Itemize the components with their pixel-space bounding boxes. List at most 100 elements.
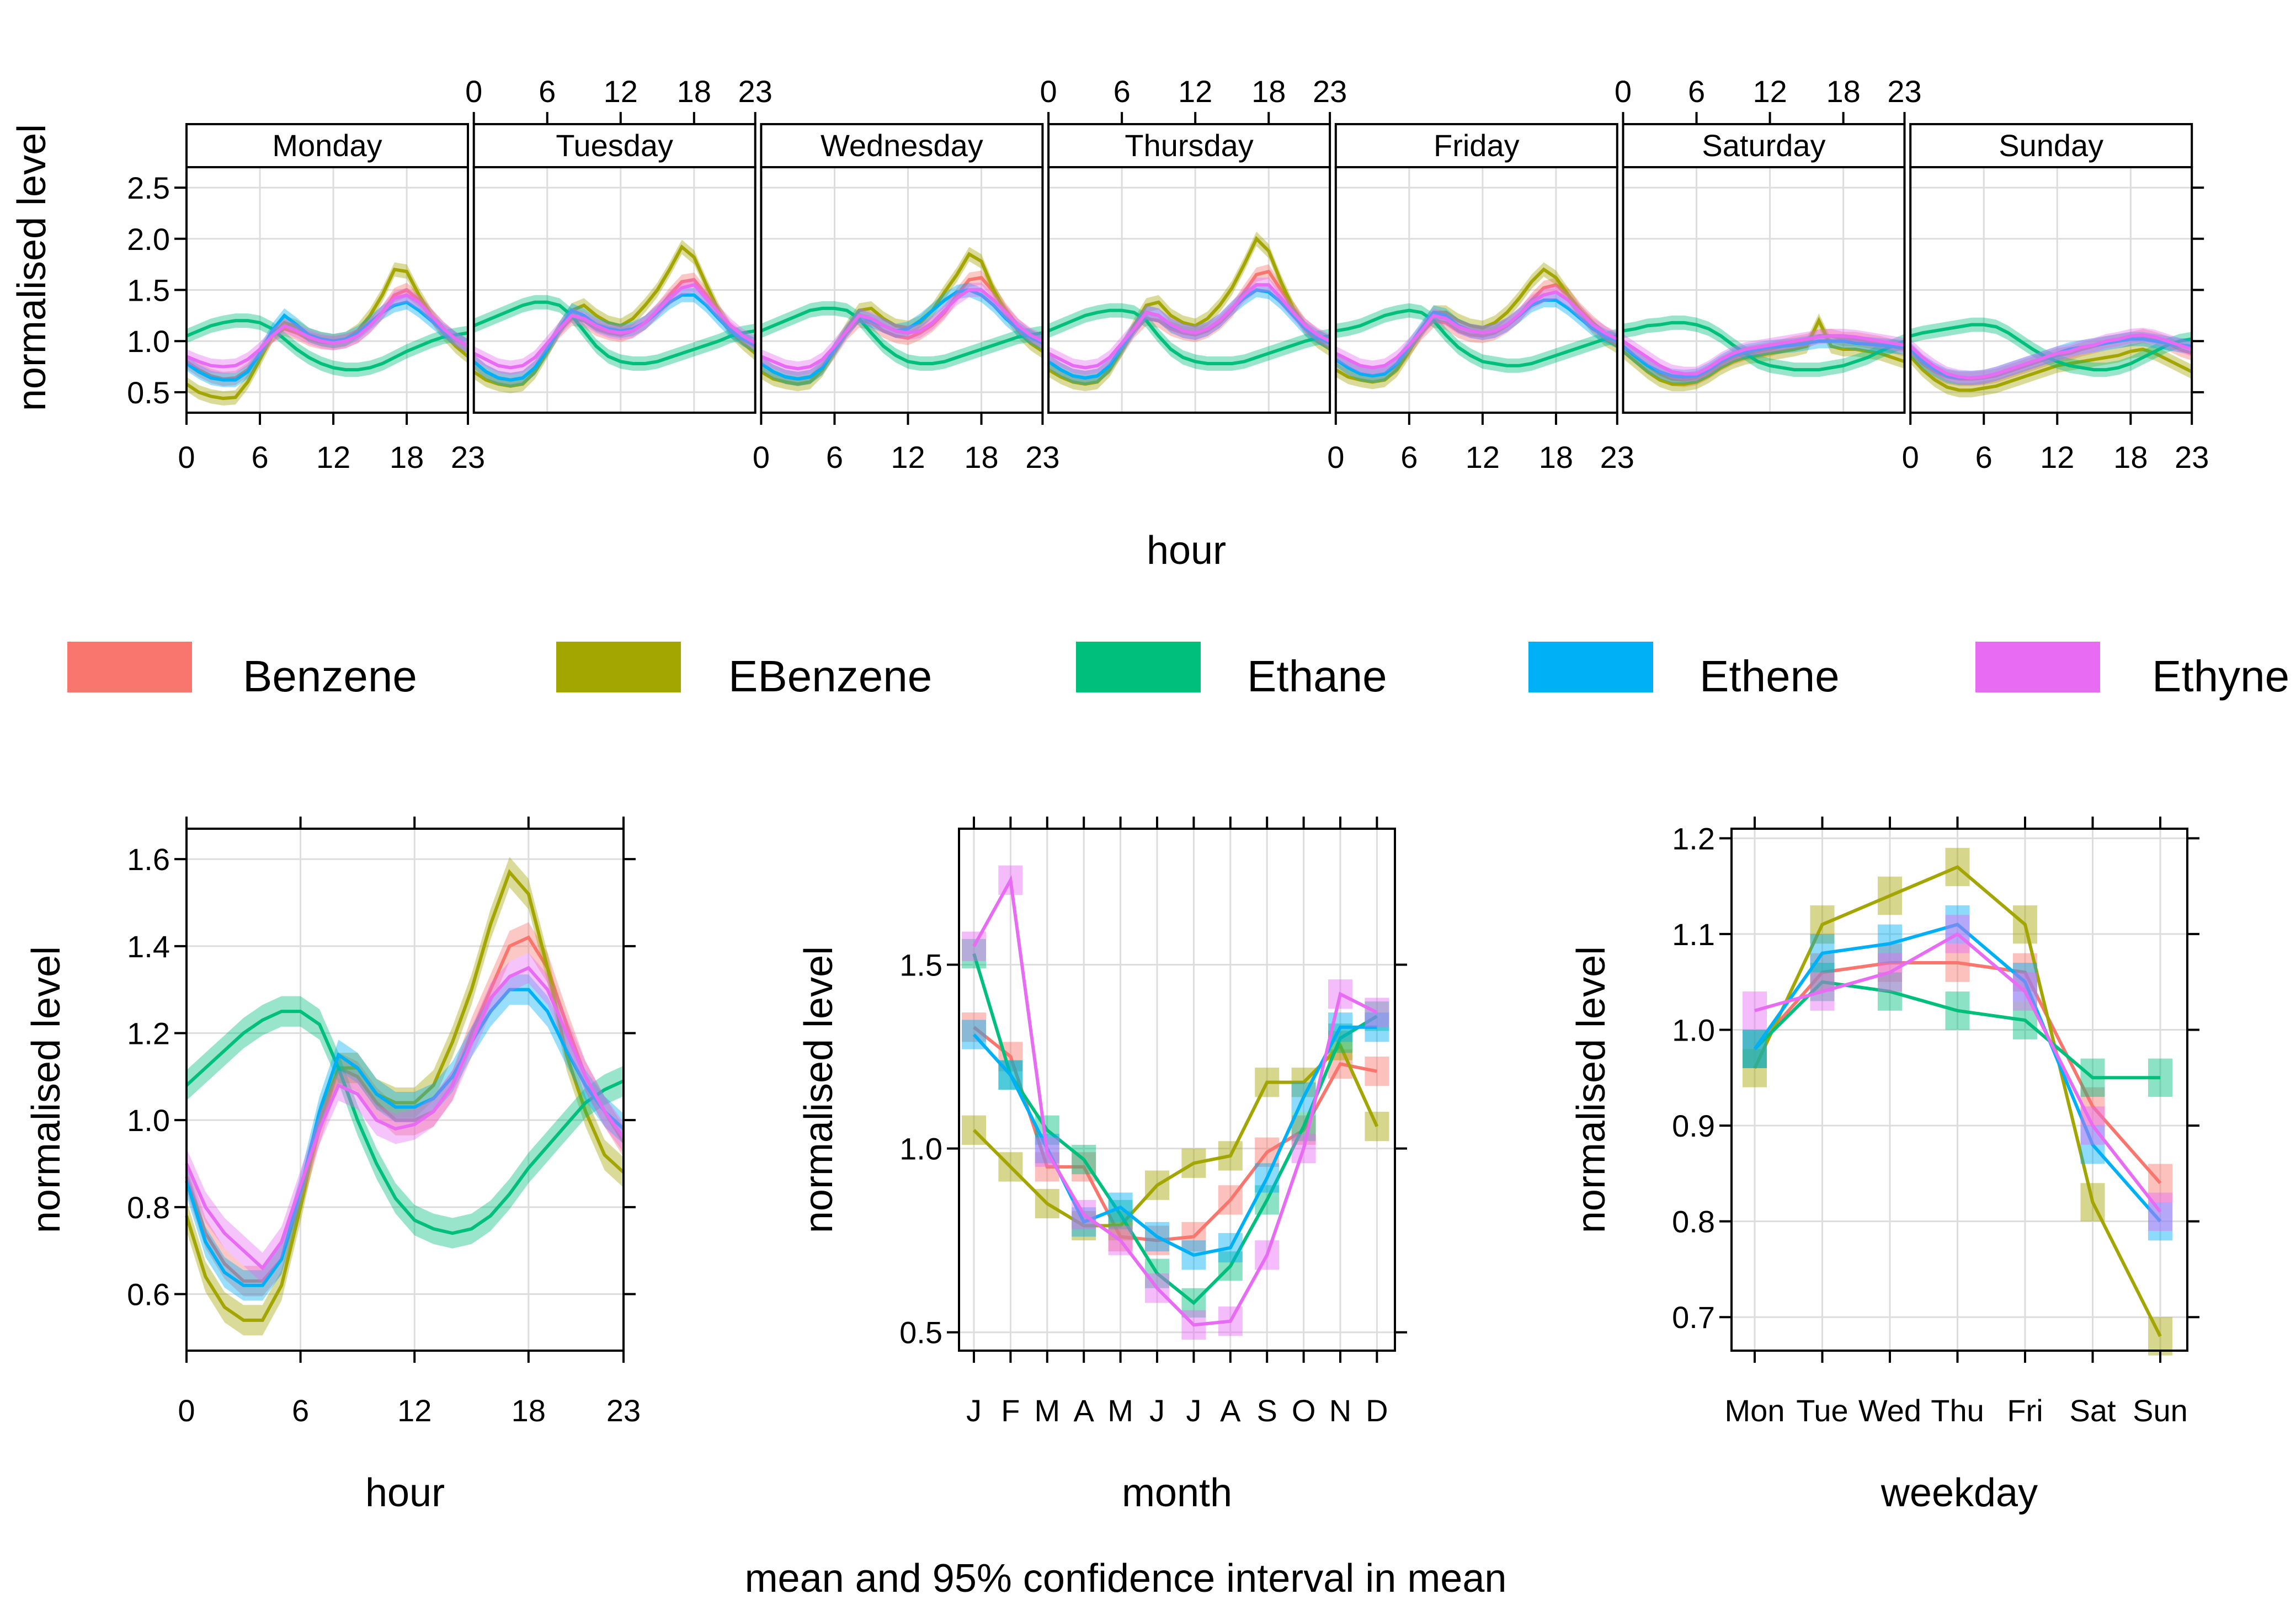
ci-band-ethene-sunday <box>1910 332 2192 385</box>
x-tick-label: J <box>1149 1393 1165 1428</box>
x-tick-label: 0 <box>1615 74 1632 109</box>
legend-swatch-ebenzene <box>556 642 681 692</box>
x-tick-label: 18 <box>1539 440 1573 474</box>
x-tick-label: 0 <box>178 1393 195 1428</box>
y-tick-label: 2.5 <box>127 170 170 205</box>
x-tick-label: M <box>1034 1393 1060 1428</box>
x-tick-label: 23 <box>606 1393 641 1428</box>
ci-band-ethene <box>187 974 624 1301</box>
series-line-ebenzene-sunday <box>1909 347 2193 392</box>
x-tick-label: 6 <box>1114 74 1131 109</box>
x-tick-label: 0 <box>465 74 482 109</box>
series-line-ethane-thursday <box>1047 308 1330 365</box>
panel-frame <box>1334 166 1618 414</box>
x-tick-label: 23 <box>1887 74 1921 109</box>
series-line-ethyne-sunday <box>1909 333 2193 380</box>
series-line-ebenzene-thursday <box>1047 236 1331 386</box>
y-tick-label: 0.9 <box>1672 1108 1715 1143</box>
y-tick-label: 1.5 <box>127 273 170 308</box>
panel-frame <box>760 166 1044 414</box>
x-tick-label: 12 <box>316 440 350 474</box>
x-tick-label: 12 <box>891 440 925 474</box>
legend-label-ethyne: Ethyne <box>2152 652 2289 701</box>
x-tick-label: 12 <box>604 74 638 109</box>
x-tick-label: Sun <box>2133 1393 2188 1428</box>
legend-swatch-benzene <box>67 642 192 692</box>
x-tick-label: J <box>966 1393 982 1428</box>
ci-band-ethene-saturday <box>1623 334 1905 385</box>
x-tick-label: 12 <box>2040 440 2074 474</box>
panel-tuesday: Tuesday 0 6 12 18 23 <box>465 74 773 414</box>
y-axis-title: normalised level <box>797 946 841 1233</box>
panel-wednesday: Wednesday 0 6 12 18 23 <box>753 123 1060 474</box>
x-tick-label: 23 <box>451 440 485 474</box>
panel-frame <box>185 828 625 1352</box>
x-tick-label: 6 <box>292 1393 309 1428</box>
x-tick-label: D <box>1366 1393 1388 1428</box>
x-tick-label: Wed <box>1858 1393 1921 1428</box>
series-line-ethane <box>185 1010 625 1235</box>
x-tick-label: 0 <box>1902 440 1919 474</box>
series-line-ethane <box>972 953 1378 1305</box>
series-line-ethyne-wednesday <box>760 288 1043 371</box>
strip-monday <box>185 123 469 168</box>
y-axis-title: normalised level <box>24 946 68 1233</box>
strip-saturday <box>1622 123 1906 168</box>
strip-friday <box>1334 123 1618 168</box>
series-line-ethyne-friday <box>1335 290 1618 370</box>
x-axis-title: hour <box>1147 529 1226 573</box>
x-tick-label: 6 <box>1688 74 1705 109</box>
legend-label-ethane: Ethane <box>1247 652 1387 701</box>
series-line-ethane-sunday <box>1910 323 2192 372</box>
series-line-ethene <box>185 988 625 1287</box>
ci-band-ethyne-tuesday <box>473 278 755 375</box>
x-tick-label: 12 <box>1752 74 1787 109</box>
ci-band-ethene-thursday <box>1048 282 1330 385</box>
y-tick-label: 0.8 <box>127 1190 170 1225</box>
x-tick-label: 6 <box>826 440 843 474</box>
y-axis-title: normalised level <box>10 124 54 411</box>
series-line-ethene <box>1753 923 2162 1223</box>
y-tick-label: 1.4 <box>127 929 170 964</box>
series-line-ethane-saturday <box>1623 321 1905 372</box>
ci-band-ethane-friday <box>1335 303 1617 373</box>
series-line-ethyne-saturday <box>1622 334 1905 376</box>
x-tick-label: 18 <box>2113 440 2148 474</box>
ci-band-ethyne-friday <box>1335 285 1617 375</box>
x-tick-label: 23 <box>1313 74 1347 109</box>
panel-frame <box>1622 166 1906 414</box>
strip-sunday <box>1909 123 2193 168</box>
y-tick-label: 1.0 <box>127 324 170 359</box>
series-line-ebenzene-tuesday <box>473 244 757 388</box>
series-line-ebenzene <box>1753 865 2162 1337</box>
x-tick-label: 18 <box>1826 74 1860 109</box>
ci-band-ethane-monday <box>187 313 468 377</box>
x-tick-label: J <box>1186 1393 1201 1428</box>
y-tick-label: 0.6 <box>127 1277 170 1312</box>
y-tick-label: 1.1 <box>1672 917 1715 952</box>
weekday-chart: 0.7 0.8 0.9 1.0 1.1 1.2 Mon Tue Wed Thu Fri Sat Sun w… <box>1569 817 2199 1515</box>
series-line-ethene-saturday <box>1622 339 1905 379</box>
series-line-ethene <box>972 1025 1377 1257</box>
x-axis-title: hour <box>365 1471 445 1515</box>
x-tick-label: 0 <box>1327 440 1344 474</box>
x-tick-label: 6 <box>1975 440 1993 474</box>
series-line-ebenzene-saturday <box>1622 317 1905 386</box>
strip-label-wednesday: Wednesday <box>821 128 983 163</box>
x-tick-label: Fri <box>2007 1393 2043 1428</box>
strip-label-monday: Monday <box>272 128 382 163</box>
legend-swatch-ethene <box>1528 642 1653 692</box>
ci-band-ethene-wednesday <box>761 282 1043 386</box>
panel-saturday: Saturday 0 6 12 18 23 <box>1615 74 1922 414</box>
x-tick-label: Sat <box>2069 1393 2116 1428</box>
y-tick-label: 0.5 <box>899 1315 942 1350</box>
series-line-ebenzene <box>972 1042 1379 1228</box>
x-tick-label: 18 <box>1251 74 1286 109</box>
x-tick-label: 0 <box>1040 74 1057 109</box>
series-line-ethyne <box>185 966 625 1271</box>
ci-band-ethyne-wednesday <box>761 282 1043 376</box>
x-tick-label: F <box>1001 1393 1020 1428</box>
series-line-ethyne <box>1754 932 2162 1213</box>
x-tick-label: 18 <box>964 440 998 474</box>
ci-band-ethyne-thursday <box>1048 278 1330 375</box>
